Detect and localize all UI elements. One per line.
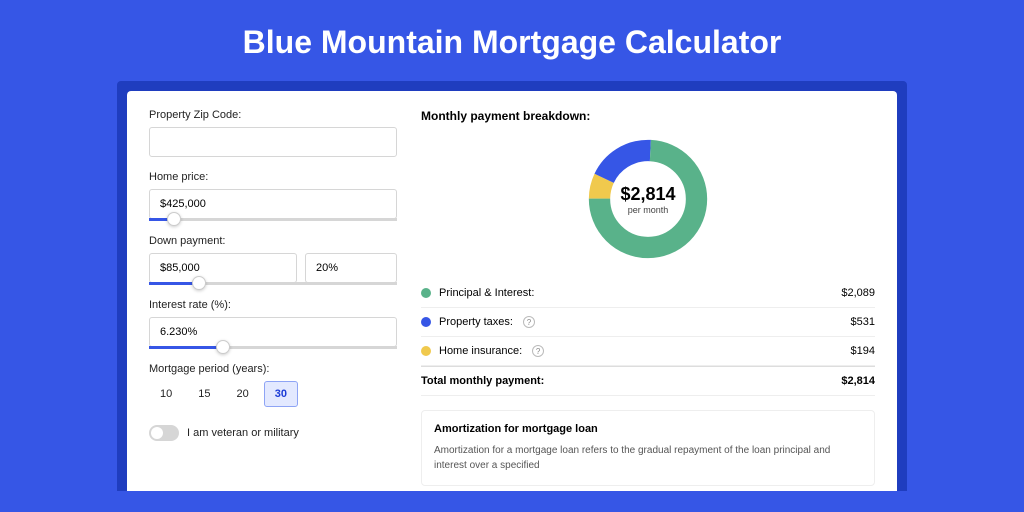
period-button-30[interactable]: 30 (264, 381, 298, 407)
legend-dot (421, 317, 431, 327)
breakdown-title: Monthly payment breakdown: (421, 109, 875, 123)
interest-input[interactable] (149, 317, 397, 347)
breakdown-value: $2,089 (841, 287, 875, 299)
total-row: Total monthly payment: $2,814 (421, 366, 875, 396)
total-label: Total monthly payment: (421, 375, 544, 387)
period-button-15[interactable]: 15 (187, 381, 221, 407)
home-price-input[interactable] (149, 189, 397, 219)
calculator-card: Property Zip Code: Home price: Down paym… (127, 91, 897, 491)
breakdown-row: Principal & Interest: $2,089 (421, 279, 875, 308)
amortization-title: Amortization for mortgage loan (434, 423, 862, 435)
veteran-toggle[interactable] (149, 425, 179, 441)
down-payment-field: Down payment: (149, 235, 397, 285)
home-price-label: Home price: (149, 171, 397, 183)
breakdown-value: $194 (851, 345, 875, 357)
period-button-20[interactable]: 20 (226, 381, 260, 407)
home-price-field: Home price: (149, 171, 397, 221)
page-title: Blue Mountain Mortgage Calculator (0, 0, 1024, 81)
interest-field: Interest rate (%): (149, 299, 397, 349)
total-value: $2,814 (841, 375, 875, 387)
period-label: Mortgage period (years): (149, 363, 397, 375)
calculator-container: Property Zip Code: Home price: Down paym… (117, 81, 907, 491)
veteran-row: I am veteran or military (149, 425, 397, 441)
interest-label: Interest rate (%): (149, 299, 397, 311)
down-payment-slider[interactable] (149, 282, 397, 285)
breakdown-label: Property taxes: (439, 316, 513, 328)
donut-sub: per month (628, 205, 669, 215)
down-payment-label: Down payment: (149, 235, 397, 247)
breakdown-value: $531 (851, 316, 875, 328)
legend-dot (421, 346, 431, 356)
breakdown-row: Home insurance:? $194 (421, 337, 875, 366)
veteran-label: I am veteran or military (187, 427, 299, 439)
breakdown-label: Principal & Interest: (439, 287, 534, 299)
slider-thumb[interactable] (216, 340, 230, 354)
period-button-10[interactable]: 10 (149, 381, 183, 407)
amortization-box: Amortization for mortgage loan Amortizat… (421, 410, 875, 486)
down-payment-pct-input[interactable] (305, 253, 397, 283)
donut-chart: $2,814 per month (584, 135, 712, 263)
period-field: Mortgage period (years): 10152030 (149, 363, 397, 407)
down-payment-input[interactable] (149, 253, 297, 283)
slider-thumb[interactable] (167, 212, 181, 226)
home-price-slider[interactable] (149, 218, 397, 221)
info-icon[interactable]: ? (532, 345, 544, 357)
breakdown-label: Home insurance: (439, 345, 522, 357)
interest-slider[interactable] (149, 346, 397, 349)
donut-center: $2,814 per month (584, 135, 712, 263)
legend-dot (421, 288, 431, 298)
zip-field: Property Zip Code: (149, 109, 397, 157)
toggle-knob (151, 427, 163, 439)
info-icon[interactable]: ? (523, 316, 535, 328)
period-buttons: 10152030 (149, 381, 397, 407)
inputs-column: Property Zip Code: Home price: Down paym… (149, 109, 397, 491)
breakdown-rows: Principal & Interest: $2,089 Property taxe… (421, 279, 875, 366)
slider-thumb[interactable] (192, 276, 206, 290)
amortization-text: Amortization for a mortgage loan refers … (434, 443, 862, 473)
donut-value: $2,814 (620, 184, 675, 205)
zip-input[interactable] (149, 127, 397, 157)
breakdown-row: Property taxes:? $531 (421, 308, 875, 337)
donut-chart-wrap: $2,814 per month (421, 135, 875, 263)
zip-label: Property Zip Code: (149, 109, 397, 121)
breakdown-column: Monthly payment breakdown: $2,814 per mo… (421, 109, 875, 491)
